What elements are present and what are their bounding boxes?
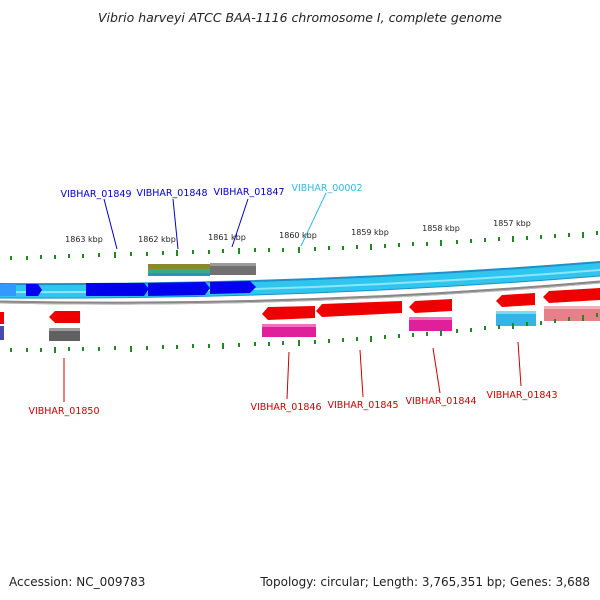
gene-label[interactable]: VIBHAR_01843 — [486, 390, 557, 401]
cds-arrow — [409, 299, 452, 313]
cds-arrow — [262, 306, 315, 320]
forward-annotation-track — [148, 263, 256, 276]
cds-arrow — [148, 282, 210, 296]
cds-arrow — [0, 312, 4, 324]
gene-label[interactable]: VIBHAR_01847 — [213, 187, 284, 198]
cds-arrow — [0, 284, 16, 296]
feature-block — [0, 326, 4, 340]
gene-label[interactable]: VIBHAR_01845 — [327, 400, 398, 411]
gene-label[interactable]: VIBHAR_01849 — [60, 189, 131, 200]
scale-label: 1857 kbp — [493, 219, 531, 228]
gene-label[interactable]: VIBHAR_01850 — [28, 406, 99, 417]
cds-arrow — [26, 284, 42, 296]
map-title: Vibrio harveyi ATCC BAA-1116 chromosome … — [98, 10, 502, 25]
gene-label[interactable]: VIBHAR_01846 — [250, 402, 321, 413]
feature-block — [148, 264, 210, 269]
gene-label[interactable]: VIBHAR_00002 — [291, 183, 362, 194]
scale-label: 1862 kbp — [138, 235, 176, 244]
upper-tick-ruler — [10, 231, 598, 260]
gene-labels-top: VIBHAR_01849 VIBHAR_01848 VIBHAR_01847 V… — [60, 183, 362, 200]
cds-arrow — [49, 311, 80, 323]
cds-arrow — [316, 301, 402, 317]
cds-arrow — [210, 281, 256, 294]
reverse-cds-track — [0, 288, 600, 341]
scale-label: 1858 kbp — [422, 224, 460, 233]
scale-label: 1861 kbp — [208, 233, 246, 242]
forward-cds-track — [0, 281, 256, 296]
gene-label[interactable]: VIBHAR_01844 — [405, 396, 476, 407]
scale-label: 1860 kbp — [279, 231, 317, 240]
genome-summary-text: Topology: circular; Length: 3,765,351 bp… — [259, 575, 590, 589]
scale-labels: 1863 kbp 1862 kbp 1861 kbp 1860 kbp 1859… — [65, 219, 531, 244]
cds-arrow — [86, 283, 149, 296]
feature-block — [409, 317, 452, 331]
grey-track-line — [0, 280, 600, 305]
feature-block — [544, 306, 600, 321]
cds-arrow — [543, 288, 600, 303]
feature-block — [49, 328, 80, 341]
scale-label: 1859 kbp — [351, 228, 389, 237]
gene-label[interactable]: VIBHAR_01848 — [136, 188, 207, 199]
lower-tick-ruler — [10, 313, 598, 353]
feature-block — [148, 269, 210, 273]
cds-arrow — [496, 293, 535, 307]
accession-text: Accession: NC_009783 — [9, 575, 145, 589]
gene-labels-bottom: VIBHAR_01850 VIBHAR_01846 VIBHAR_01845 V… — [28, 390, 557, 417]
feature-block — [262, 324, 316, 337]
feature-block — [148, 273, 210, 276]
leader-lines — [63, 192, 522, 402]
scale-label: 1863 kbp — [65, 235, 103, 244]
